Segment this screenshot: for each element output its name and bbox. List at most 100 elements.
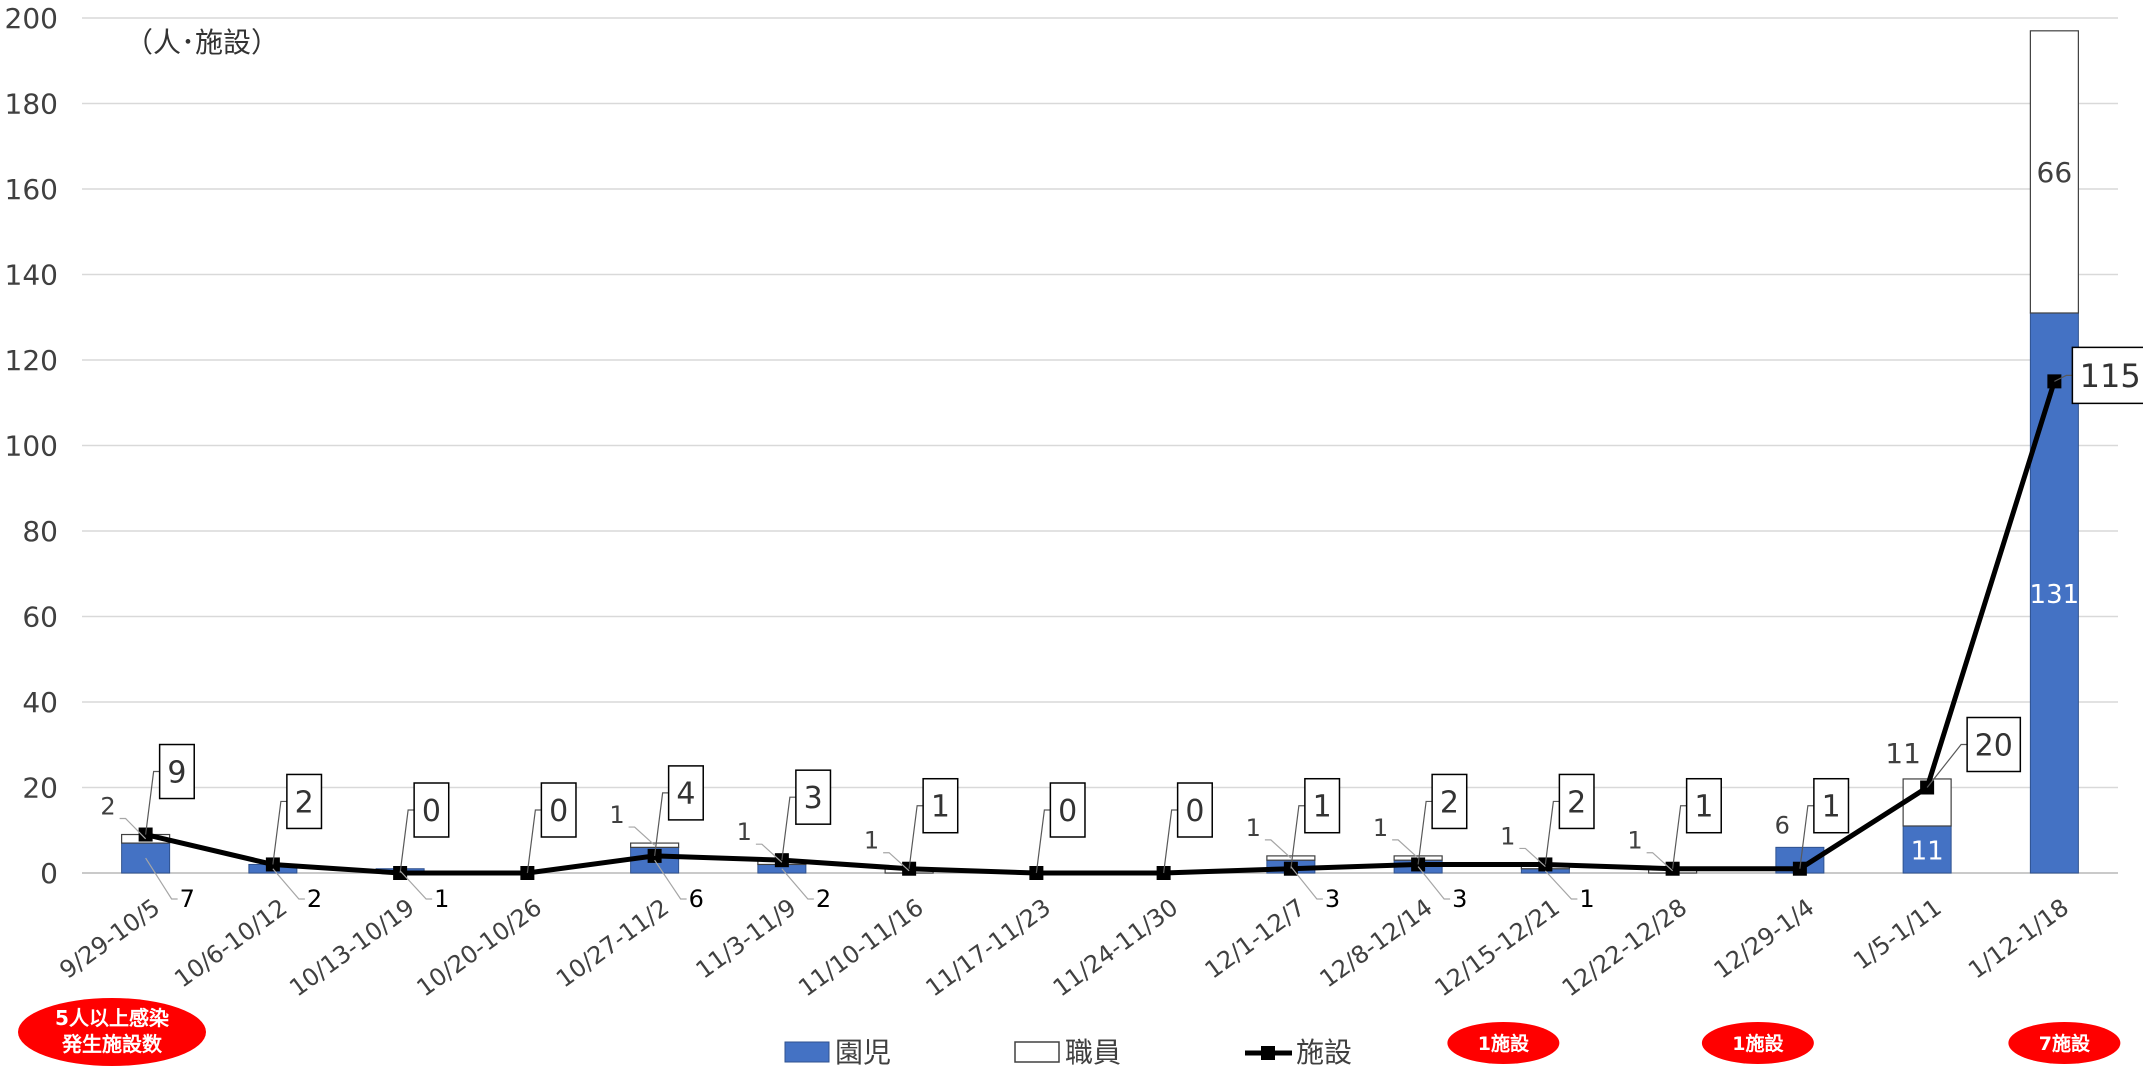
callout-box bbox=[1176, 782, 1213, 838]
enji-value: 1 bbox=[1579, 885, 1594, 913]
gridlines bbox=[82, 17, 2118, 874]
label-leader bbox=[755, 843, 783, 863]
callout-leader bbox=[1926, 743, 1968, 788]
legend-marker-shisetsu bbox=[1261, 1046, 1275, 1060]
label-leader bbox=[145, 857, 178, 900]
label-leader bbox=[399, 870, 433, 900]
label-leader bbox=[883, 852, 910, 872]
bar-shokuin bbox=[2029, 30, 2079, 314]
callout-box bbox=[1558, 773, 1595, 830]
callout-leader bbox=[654, 792, 669, 856]
shisetsu-value: 0 bbox=[422, 794, 441, 829]
callout-box bbox=[1685, 777, 1722, 834]
callout-leader bbox=[908, 805, 924, 869]
shokuin-value: 1 bbox=[1246, 814, 1261, 842]
y-tick-label: 180 bbox=[5, 88, 58, 121]
shokuin-value: 1 bbox=[609, 801, 624, 829]
callout-leader bbox=[1417, 800, 1433, 865]
y-tick-label: 100 bbox=[5, 430, 58, 463]
callout-box bbox=[795, 769, 832, 825]
shisetsu-value: 1 bbox=[931, 790, 950, 825]
label-leader bbox=[1417, 866, 1451, 900]
shisetsu-value: 4 bbox=[676, 777, 695, 812]
callout-box bbox=[667, 765, 704, 821]
y-tick-label: 120 bbox=[5, 344, 58, 377]
callout-box bbox=[286, 773, 323, 830]
shokuin-value: 1 bbox=[1627, 827, 1642, 855]
y-tick-label: 0 bbox=[40, 857, 58, 890]
label-leader bbox=[628, 826, 656, 846]
shisetsu-value: 1 bbox=[1313, 790, 1332, 825]
shisetsu-value: 115 bbox=[2080, 357, 2141, 395]
callout-leader bbox=[272, 800, 287, 865]
facility-badge-text: 7施設 bbox=[2039, 1032, 2091, 1055]
shokuin-value: 1 bbox=[864, 827, 879, 855]
label-leader bbox=[1646, 852, 1674, 872]
legend-swatch-shokuin bbox=[1014, 1041, 1060, 1063]
shisetsu-value: 0 bbox=[1185, 794, 1204, 829]
y-tick-label: 20 bbox=[22, 772, 58, 805]
shisetsu-value: 2 bbox=[1440, 785, 1459, 820]
callout-box bbox=[540, 782, 577, 838]
facility-badge bbox=[2008, 1022, 2121, 1064]
shisetsu-value: 0 bbox=[1058, 794, 1077, 829]
enji-value: 3 bbox=[1452, 885, 1467, 913]
label-leader bbox=[272, 868, 305, 900]
shisetsu-value: 2 bbox=[1567, 785, 1586, 820]
enji-value: 11 bbox=[1911, 836, 1944, 866]
callout-leader bbox=[1290, 805, 1305, 869]
label-leader bbox=[119, 817, 147, 840]
shokuin-value: 11 bbox=[1885, 737, 1921, 770]
y-tick-label: 60 bbox=[22, 601, 58, 634]
shokuin-value: 1 bbox=[737, 818, 752, 846]
legend-label-enji: 園児 bbox=[835, 1036, 891, 1069]
bars bbox=[121, 30, 2079, 874]
bar-shokuin bbox=[1266, 855, 1316, 861]
callout-box bbox=[1813, 777, 1850, 834]
label-leader bbox=[1392, 839, 1419, 859]
legend-swatch-enji bbox=[784, 1041, 830, 1063]
axis-badge bbox=[18, 998, 206, 1066]
shisetsu-value: 2 bbox=[295, 785, 314, 820]
y-tick-label: 160 bbox=[5, 173, 58, 206]
y-tick-label: 40 bbox=[22, 686, 58, 719]
callout-box bbox=[1049, 782, 1086, 838]
callout-box bbox=[922, 777, 959, 834]
shokuin-value: 1 bbox=[1500, 822, 1515, 850]
enji-value: 3 bbox=[1325, 885, 1340, 913]
shokuin-value: 2 bbox=[100, 793, 115, 821]
label-leader bbox=[1290, 866, 1323, 900]
label-leader bbox=[1544, 870, 1578, 900]
enji-value: 2 bbox=[816, 885, 831, 913]
shokuin-value: 1 bbox=[1373, 814, 1388, 842]
callout-leader bbox=[1544, 800, 1560, 865]
callout-leader bbox=[1672, 805, 1687, 869]
callout-leader bbox=[1799, 805, 1814, 869]
callout-box bbox=[1304, 777, 1341, 834]
unit-label: （人･施設） bbox=[125, 26, 279, 59]
enji-value: 6 bbox=[1775, 811, 1790, 839]
enji-value: 7 bbox=[180, 885, 195, 913]
y-tick-label: 200 bbox=[5, 2, 58, 35]
shisetsu-value: 3 bbox=[804, 781, 823, 816]
callout-box bbox=[1431, 773, 1468, 830]
bar-enji bbox=[1902, 825, 1952, 874]
shisetsu-value: 20 bbox=[1975, 728, 2013, 763]
y-tick-label: 80 bbox=[22, 515, 58, 548]
callout-leader bbox=[526, 809, 542, 874]
callout-box bbox=[158, 743, 195, 800]
callout-box bbox=[2071, 346, 2143, 405]
label-leader bbox=[1519, 847, 1546, 868]
line-shisetsu bbox=[145, 380, 2057, 876]
callout-leader bbox=[2054, 374, 2073, 382]
shisetsu-value: 1 bbox=[1694, 790, 1713, 825]
y-axis: 0 20 40 60 80 100 120 140 160 180 200 bbox=[5, 2, 58, 890]
legend: 園児 職員 施設 bbox=[784, 1036, 1352, 1069]
bar-enji bbox=[2029, 312, 2079, 874]
enji-value: 131 bbox=[2030, 580, 2080, 610]
label-leader bbox=[654, 859, 687, 900]
